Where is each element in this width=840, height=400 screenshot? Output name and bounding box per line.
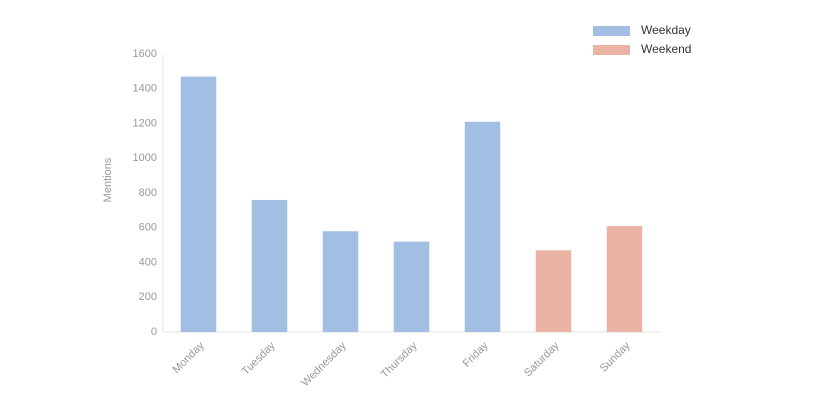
y-tick-label: 800 <box>139 187 157 199</box>
legend-swatch <box>593 45 630 55</box>
y-tick-label: 200 <box>139 291 157 303</box>
y-tick-label: 1600 <box>133 48 157 60</box>
bar <box>251 199 288 332</box>
legend-text: Weekday <box>641 23 691 37</box>
y-tick-label: 400 <box>139 256 157 268</box>
bar <box>180 76 217 333</box>
y-axis-label: Mentions <box>102 157 114 202</box>
y-tick-label: 0 <box>151 326 157 338</box>
y-tick-label: 600 <box>139 222 157 234</box>
y-tick-label: 1400 <box>133 83 157 95</box>
bar <box>535 250 572 332</box>
bar <box>322 231 359 332</box>
bar <box>393 241 430 332</box>
legend-text: Weekend <box>641 42 691 56</box>
legend-swatch <box>593 26 630 36</box>
y-tick-label: 1200 <box>133 117 157 129</box>
plot-background <box>30 18 730 398</box>
bar <box>464 121 501 332</box>
bar <box>606 226 643 332</box>
y-tick-label: 1000 <box>133 152 157 164</box>
